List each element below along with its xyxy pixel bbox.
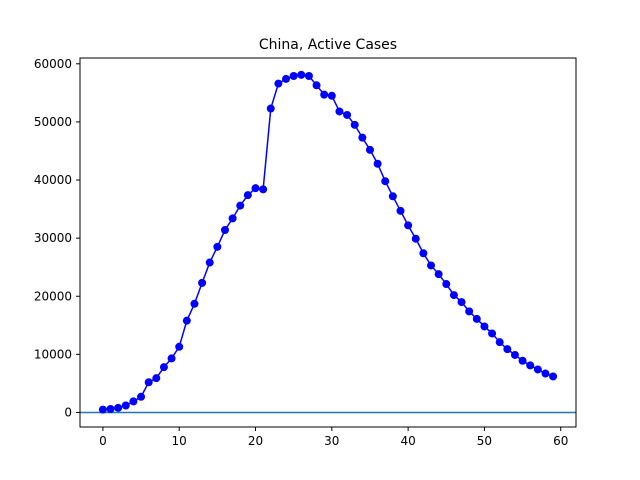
data-point <box>434 270 443 279</box>
data-point <box>411 234 420 243</box>
data-point <box>549 372 558 381</box>
y-tick-label: 30000 <box>34 231 72 245</box>
y-tick-label: 0 <box>64 405 72 419</box>
data-point <box>259 185 268 194</box>
data-point <box>472 314 481 323</box>
data-point <box>129 397 138 406</box>
data-point <box>266 104 275 113</box>
data-point <box>350 120 359 129</box>
data-point <box>297 70 306 79</box>
data-point <box>190 299 199 308</box>
data-point <box>167 354 176 363</box>
data-point <box>381 177 390 186</box>
data-point <box>457 298 466 307</box>
y-axis-ticks: 0 10000 20000 30000 40000 50000 60000 <box>34 57 80 419</box>
data-point <box>312 81 321 90</box>
data-point <box>396 206 405 215</box>
data-point <box>274 79 283 88</box>
data-point <box>175 342 184 351</box>
y-tick-label: 50000 <box>34 115 72 129</box>
data-point <box>144 378 153 387</box>
data-point <box>236 201 245 210</box>
x-tick-label: 0 <box>99 434 107 448</box>
data-point <box>518 356 527 365</box>
x-axis-ticks: 0 10 20 30 40 50 60 <box>99 427 568 448</box>
x-tick-label: 40 <box>400 434 415 448</box>
data-point <box>488 329 497 338</box>
data-point <box>282 74 291 83</box>
data-point <box>213 242 222 251</box>
x-tick-label: 10 <box>172 434 187 448</box>
data-point <box>373 159 382 168</box>
data-point <box>358 133 367 142</box>
y-tick-label: 40000 <box>34 173 72 187</box>
data-point <box>365 145 374 154</box>
data-point <box>419 249 428 258</box>
data-point <box>198 278 207 287</box>
y-tick-label: 20000 <box>34 289 72 303</box>
data-point <box>114 403 123 412</box>
data-point <box>159 363 168 372</box>
data-point <box>137 392 146 401</box>
data-point <box>510 350 519 359</box>
data-point <box>449 291 458 300</box>
data-point <box>533 365 542 374</box>
data-point <box>526 361 535 370</box>
data-point <box>205 258 214 267</box>
data-point <box>106 404 115 413</box>
data-point <box>289 72 298 81</box>
data-point <box>98 405 107 414</box>
data-point <box>427 261 436 270</box>
y-tick-label: 60000 <box>34 57 72 71</box>
data-point <box>335 107 344 116</box>
data-point <box>243 191 252 200</box>
x-tick-label: 20 <box>248 434 263 448</box>
data-point <box>480 322 489 331</box>
data-point <box>152 374 161 383</box>
data-point <box>404 221 413 230</box>
data-point <box>121 401 130 410</box>
data-point <box>304 72 313 81</box>
data-point <box>503 345 512 354</box>
data-point <box>220 226 229 235</box>
data-point <box>541 369 550 378</box>
data-point <box>495 338 504 347</box>
data-point <box>182 316 191 325</box>
data-point <box>320 90 329 99</box>
data-point <box>442 280 451 289</box>
data-point <box>327 91 336 100</box>
data-point <box>228 214 237 223</box>
chart-title: China, Active Cases <box>259 37 397 53</box>
axes-frame <box>79 57 577 428</box>
x-tick-label: 60 <box>553 434 568 448</box>
data-point <box>465 307 474 316</box>
data-point <box>343 110 352 119</box>
data-point <box>251 184 260 193</box>
x-tick-label: 30 <box>324 434 339 448</box>
y-tick-label: 10000 <box>34 347 72 361</box>
data-point <box>388 192 397 201</box>
x-tick-label: 50 <box>477 434 492 448</box>
plot-area <box>80 70 576 414</box>
